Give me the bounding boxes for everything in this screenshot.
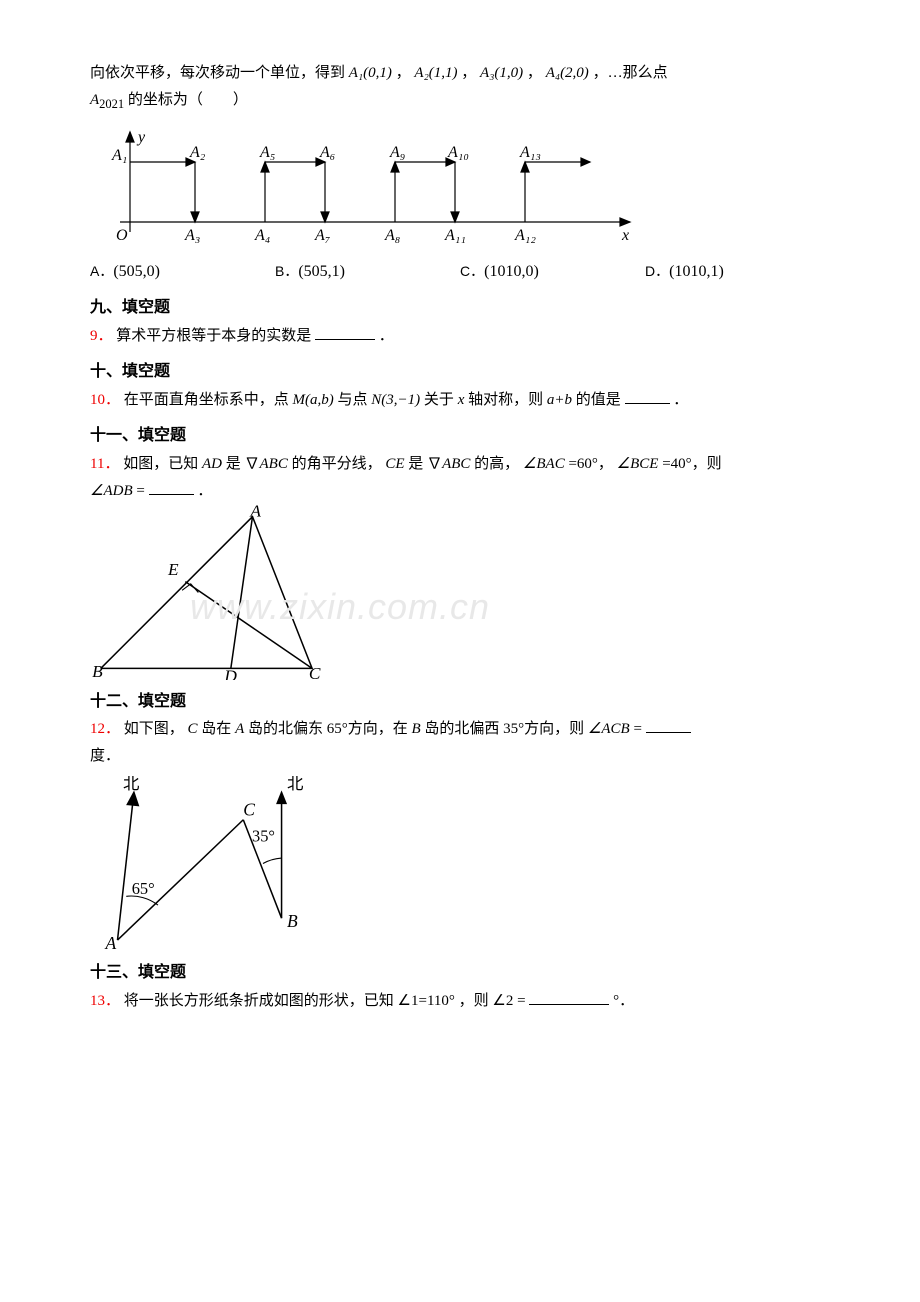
label-A2: A₂ (189, 144, 206, 161)
label-A6: A₆ (319, 144, 335, 161)
north1: 北 (123, 776, 139, 793)
q11: 11． 如图，已知 AD 是 ∇ABC 的角平分线， CE 是 ∇ABC 的高，… (90, 451, 830, 505)
label-A10: A₁₀ (447, 144, 469, 161)
point-A4: A₄(2,0) (546, 65, 589, 81)
choice-B: B．(505,1) (275, 258, 460, 287)
section-9-title: 九、填空题 (90, 294, 830, 323)
v-A: A (249, 505, 261, 521)
comma: ， (396, 65, 411, 81)
A2021-A: A (90, 92, 99, 108)
q12-blank (646, 717, 691, 733)
islands-diagram: 北 北 C A B 65° 35° (90, 776, 320, 951)
north2: 北 (287, 776, 303, 793)
label-A13: A₁₃ (519, 144, 541, 161)
pB: B (287, 911, 298, 931)
y-label: y (136, 129, 146, 146)
label-A5: A₅ (259, 144, 275, 161)
section-10-title: 十、填空题 (90, 358, 830, 387)
v-B: B (92, 662, 103, 680)
comma: ， (527, 65, 542, 81)
q8-stem: 向依次平移，每次移动一个单位，得到 A₁(0,1) ， A₂(1,1) ， A₃… (90, 60, 830, 116)
comma: ， (461, 65, 476, 81)
q11-number: 11． (90, 456, 119, 472)
watermark: www.zixin.com.cn (190, 575, 490, 640)
point-A1: A₁(0,1) (349, 65, 392, 81)
x-axis: x (458, 392, 465, 408)
section-13-title: 十三、填空题 (90, 959, 830, 988)
q12-number: 12． (90, 721, 120, 737)
choice-D: D．(1010,1) (645, 258, 830, 287)
q9-blank (315, 324, 375, 340)
q13-blank (529, 989, 609, 1005)
v-E: E (167, 560, 179, 579)
point-A2: A₂(1,1) (414, 65, 457, 81)
q8-choices: A．(505,0) B．(505,1) C．(1010,0) D．(1010,1… (90, 258, 830, 287)
label-A12: A₁₂ (514, 227, 536, 244)
q10-blank (625, 388, 670, 404)
label-A11: A₁₁ (444, 227, 466, 244)
figure-triangle-wrap: A B C D E www.zixin.com.cn (90, 505, 830, 680)
q9-number: 9． (90, 328, 113, 344)
ang35: 35° (252, 827, 275, 846)
M: M(a,b) (293, 392, 334, 408)
label-A8: A₈ (384, 227, 400, 244)
label-A4: A₄ (254, 227, 270, 244)
q10-number: 10． (90, 392, 120, 408)
sequence-diagram: y x O A₁ A₂ A₃ A₄ A₅ A₆ A₇ A₈ A₉ A₁₀ A₁₁… (100, 122, 640, 252)
A2021-sub: 2021 (99, 97, 124, 111)
period: ． (379, 328, 394, 344)
text: ，…那么点 (593, 65, 668, 81)
q13: 13． 将一张长方形纸条折成如图的形状，已知 ∠1=110° ，则 ∠2 = °… (90, 988, 830, 1015)
a-plus-b: a+b (547, 392, 572, 408)
label-A9: A₉ (389, 144, 405, 161)
O-label: O (116, 227, 128, 244)
x-label: x (621, 227, 629, 244)
choice-C: C．(1010,0) (460, 258, 645, 287)
text: 的坐标为（ ） (128, 92, 248, 108)
point-A3: A₃(1,0) (480, 65, 523, 81)
q13-number: 13． (90, 993, 120, 1009)
q10: 10． 在平面直角坐标系中，点 M(a,b) 与点 N(3,−1) 关于 x 轴… (90, 387, 830, 414)
q9-text: 算术平方根等于本身的实数是 (116, 328, 311, 344)
pA: A (104, 933, 116, 951)
v-C: C (309, 664, 321, 680)
ang65: 65° (132, 880, 155, 899)
label-A7: A₇ (314, 227, 331, 244)
label-A3: A₃ (184, 227, 200, 244)
N: N(3,−1) (371, 392, 420, 408)
text: 向依次平移，每次移动一个单位，得到 (90, 65, 349, 81)
v-D: D (223, 666, 237, 680)
pC: C (243, 800, 255, 820)
label-A1: A₁ (111, 147, 127, 164)
q12: 12． 如下图， C 岛在 A 岛的北偏东 65°方向，在 B 岛的北偏西 35… (90, 716, 830, 770)
section-11-title: 十一、填空题 (90, 422, 830, 451)
figure-islands: 北 北 C A B 65° 35° (90, 776, 830, 951)
figure-sequence: y x O A₁ A₂ A₃ A₄ A₅ A₆ A₇ A₈ A₉ A₁₀ A₁₁… (100, 122, 830, 252)
q9: 9． 算术平方根等于本身的实数是 ． (90, 323, 830, 350)
choice-A: A．(505,0) (90, 258, 275, 287)
section-12-title: 十二、填空题 (90, 688, 830, 717)
q11-blank (149, 479, 194, 495)
